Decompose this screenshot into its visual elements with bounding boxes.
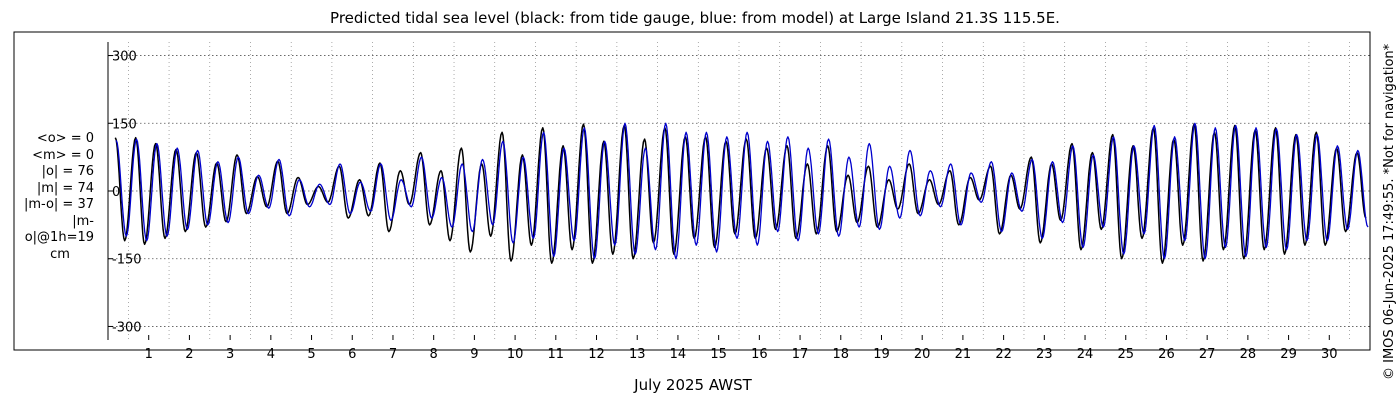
x-tick-label: 2: [185, 347, 193, 362]
x-tick-label: 25: [1117, 347, 1134, 362]
stat-abs-observed: |o| = 76: [41, 164, 94, 179]
x-tick-label: 3: [226, 347, 234, 362]
x-tick-label: 14: [670, 347, 687, 362]
x-tick-label: 11: [548, 347, 565, 362]
stats-panel: <o> = 0 <m> = 0 |o| = 76 |m| = 74 |m-o| …: [12, 131, 94, 263]
y-tick-label: 0: [112, 185, 120, 200]
stat-abs-model: |m| = 74: [36, 180, 94, 196]
x-axis-label: July 2025 AWST: [634, 376, 752, 394]
x-tick-label: 27: [1199, 347, 1216, 362]
x-tick-label: 28: [1240, 347, 1257, 362]
y-tick-label: 300: [112, 50, 137, 65]
x-tick-label: 24: [1077, 347, 1094, 362]
x-tick-label: 6: [348, 347, 356, 362]
x-tick-label: 15: [710, 347, 727, 362]
y-tick-label: 150: [112, 117, 137, 132]
x-tick-label: 16: [751, 347, 768, 362]
x-tick-label: 17: [792, 347, 809, 362]
y-tick-label: -150: [112, 253, 142, 268]
stat-unit: cm: [50, 246, 70, 262]
x-tick-label: 19: [873, 347, 890, 362]
stat-abs-diff: |m-o| = 37: [23, 197, 94, 212]
x-tick-label: 13: [629, 347, 646, 362]
chart-title: Predicted tidal sea level (black: from t…: [330, 9, 1060, 27]
outer-frame: [13, 31, 1371, 351]
y-tick-label: -300: [112, 320, 142, 335]
x-tick-label: 18: [833, 347, 850, 362]
grid: [108, 42, 1370, 340]
stat-mean-model: <m> = 0: [32, 147, 94, 163]
x-tick-label: 12: [588, 347, 605, 362]
x-tick-label: 21: [955, 347, 972, 362]
x-tick-label: 7: [389, 347, 397, 362]
series-line-tide-gauge: [114, 123, 1367, 264]
x-tick-label: 23: [1036, 347, 1053, 362]
x-tick-label: 26: [1158, 347, 1175, 362]
x-tick-label: 29: [1280, 347, 1297, 362]
copyright-note: © IMOS 06-Jun-2025 17:49:55. *Not for na…: [1382, 43, 1397, 380]
x-tick-label: 4: [267, 347, 275, 362]
x-tick-label: 22: [995, 347, 1012, 362]
x-tick-label: 20: [914, 347, 931, 362]
x-tick-label: 9: [470, 347, 478, 362]
x-tick-label: 30: [1321, 347, 1338, 362]
x-tick-label: 10: [507, 347, 524, 362]
axes: [107, 42, 1330, 340]
stat-mean-observed: <o> = 0: [36, 131, 94, 146]
x-tick-label: 1: [145, 347, 153, 362]
x-tick-label: 5: [307, 347, 315, 362]
series-line-model: [115, 122, 1369, 260]
x-tick-label: 8: [430, 347, 438, 362]
series-group: [114, 122, 1369, 264]
stat-abs-diff-1h: |m-o|@1h=19: [24, 213, 94, 246]
